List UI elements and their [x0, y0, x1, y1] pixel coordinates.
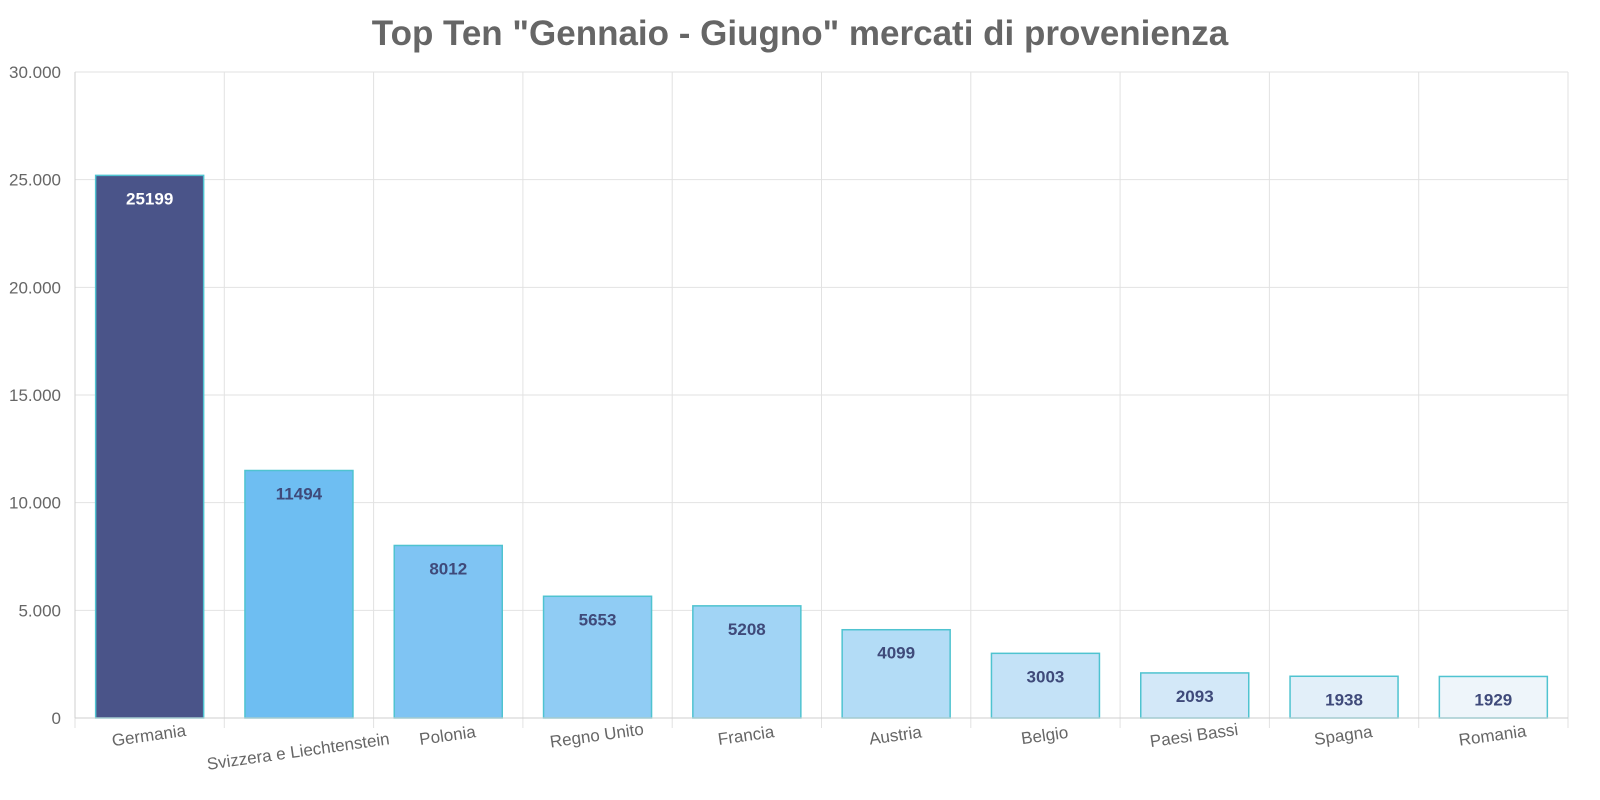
x-tick-label: Regno Unito — [549, 720, 645, 752]
y-tick-label: 20.000 — [9, 278, 61, 297]
chart-title: Top Ten "Gennaio - Giugno" mercati di pr… — [371, 14, 1229, 53]
bar-data-label: 1929 — [1474, 690, 1512, 709]
bar — [990, 652, 1101, 719]
x-tick-label: Polonia — [418, 722, 477, 749]
bar-data-label: 25199 — [126, 189, 173, 208]
bar — [1289, 675, 1399, 719]
bar-data-label: 11494 — [276, 484, 323, 503]
bar — [244, 469, 354, 719]
bar — [393, 544, 503, 719]
bar-data-label: 8012 — [429, 559, 467, 578]
y-tick-label: 15.000 — [9, 386, 61, 405]
x-tick-label: Belgio — [1020, 723, 1069, 748]
y-tick-label: 25.000 — [9, 171, 61, 190]
x-tick-label: Francia — [717, 722, 776, 749]
bar-data-label: 1938 — [1325, 690, 1363, 709]
y-tick-label: 5.000 — [18, 601, 61, 620]
bar — [542, 595, 653, 719]
bar — [94, 174, 205, 719]
bar-data-label: 5208 — [728, 620, 766, 639]
bar-data-label: 3003 — [1027, 667, 1065, 686]
bar — [841, 628, 951, 719]
bar-data-label: 4099 — [877, 644, 915, 663]
x-tick-label: Spagna — [1313, 722, 1374, 749]
y-tick-label: 10.000 — [9, 494, 61, 513]
bar-data-label: 5653 — [579, 610, 617, 629]
y-tick-label: 0 — [52, 709, 61, 728]
bar — [692, 605, 802, 719]
x-tick-label: Romania — [1458, 721, 1529, 749]
bars: 25199 11494 8012 5653 5208 4099 3003 2093 1938 19… — [94, 174, 1549, 719]
x-tick-label: Svizzera e Liechtenstein — [206, 729, 391, 773]
bar-data-label: 2093 — [1176, 687, 1214, 706]
y-tick-label: 30.000 — [9, 63, 61, 82]
x-tick-label: Paesi Bassi — [1149, 720, 1240, 751]
x-tick-label: Austria — [868, 722, 924, 748]
x-tick-label: Germania — [111, 721, 188, 750]
bar — [1140, 672, 1250, 719]
